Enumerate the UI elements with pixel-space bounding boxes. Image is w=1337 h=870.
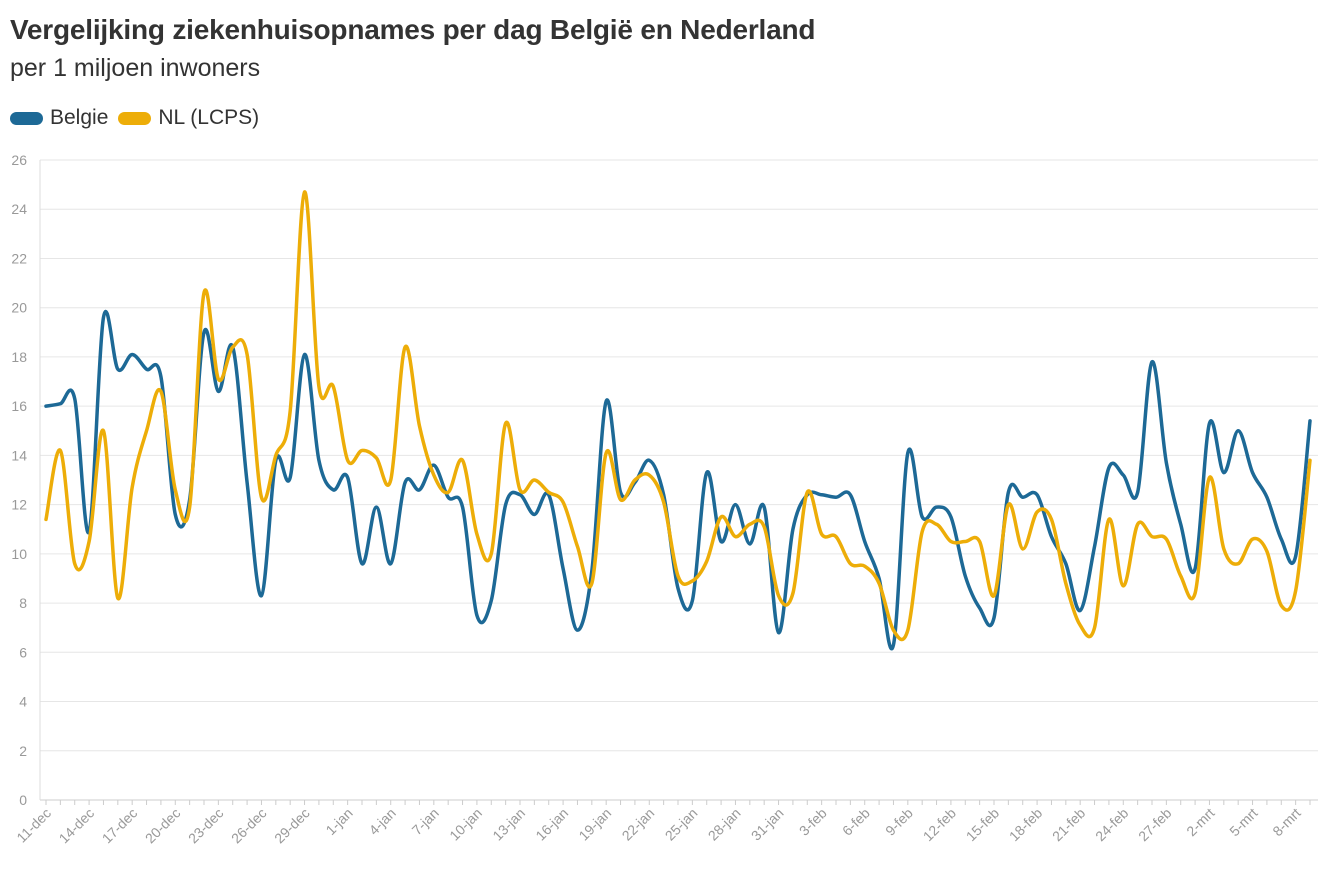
x-tick-label-24-feb: 24-feb xyxy=(1092,805,1132,845)
x-tick-label-17-dec: 17-dec xyxy=(99,805,141,847)
x-tick-label-23-dec: 23-dec xyxy=(185,805,227,847)
x-tick-label-22-jan: 22-jan xyxy=(619,805,658,844)
x-tick-label-29-dec: 29-dec xyxy=(271,805,313,847)
legend-swatch-nl xyxy=(118,111,152,125)
x-tick-label-25-jan: 25-jan xyxy=(662,805,701,844)
x-tick-label-12-feb: 12-feb xyxy=(920,805,960,845)
legend-item-nl[interactable]: NL (LCPS) xyxy=(118,106,259,130)
x-tick-label-28-jan: 28-jan xyxy=(705,805,744,844)
x-tick-label-1-jan: 1-jan xyxy=(322,805,355,838)
series-line-belgie xyxy=(44,309,1312,651)
y-tick-label-2: 2 xyxy=(19,743,27,759)
y-tick-label-12: 12 xyxy=(11,497,27,513)
y-tick-label-8: 8 xyxy=(19,595,27,611)
x-tick-label-6-feb: 6-feb xyxy=(839,805,873,839)
y-tick-label-0: 0 xyxy=(19,792,27,808)
x-tick-label-16-jan: 16-jan xyxy=(532,805,571,844)
chart-title: Vergelijking ziekenhuisopnames per dag B… xyxy=(10,14,816,45)
x-tick-label-13-jan: 13-jan xyxy=(489,805,528,844)
y-tick-label-24: 24 xyxy=(11,201,27,217)
x-tick-label-9-feb: 9-feb xyxy=(882,805,916,839)
x-tick-label-8-mrt: 8-mrt xyxy=(1269,805,1303,839)
y-tick-label-16: 16 xyxy=(11,398,27,414)
legend: Belgie NL (LCPS) xyxy=(10,106,269,130)
chart-subtitle: per 1 miljoen inwoners xyxy=(10,54,261,82)
x-tick-label-27-feb: 27-feb xyxy=(1135,805,1175,845)
x-tick-label-18-feb: 18-feb xyxy=(1006,805,1046,845)
x-tick-label-2-mrt: 2-mrt xyxy=(1183,805,1217,839)
y-tick-label-18: 18 xyxy=(11,349,27,365)
x-tick-label-26-dec: 26-dec xyxy=(228,805,270,847)
x-tick-label-10-jan: 10-jan xyxy=(446,805,485,844)
y-tick-label-14: 14 xyxy=(11,447,27,463)
legend-label-nl: NL (LCPS) xyxy=(158,106,260,129)
x-tick-label-3-feb: 3-feb xyxy=(796,805,830,839)
legend-label-belgie: Belgie xyxy=(50,106,109,129)
y-tick-label-22: 22 xyxy=(11,250,27,266)
y-tick-label-20: 20 xyxy=(11,300,27,316)
x-tick-label-14-dec: 14-dec xyxy=(56,805,98,847)
x-tick-label-20-dec: 20-dec xyxy=(142,805,184,847)
x-tick-label-7-jan: 7-jan xyxy=(409,805,442,838)
legend-swatch-belgie xyxy=(10,111,43,125)
y-tick-label-10: 10 xyxy=(11,546,27,562)
y-tick-label-26: 26 xyxy=(11,152,27,168)
y-tick-label-4: 4 xyxy=(19,694,27,710)
y-tick-label-6: 6 xyxy=(19,644,27,660)
legend-item-belgie[interactable]: Belgie xyxy=(10,106,108,130)
series-line-nl-lcps xyxy=(44,190,1312,642)
x-tick-label-5-mrt: 5-mrt xyxy=(1226,805,1260,839)
x-tick-label-11-dec: 11-dec xyxy=(13,805,54,846)
x-tick-label-31-jan: 31-jan xyxy=(748,805,787,844)
x-tick-label-4-jan: 4-jan xyxy=(366,805,399,838)
x-tick-label-19-jan: 19-jan xyxy=(575,805,614,844)
x-tick-label-15-feb: 15-feb xyxy=(963,805,1003,845)
x-tick-label-21-feb: 21-feb xyxy=(1049,805,1089,845)
